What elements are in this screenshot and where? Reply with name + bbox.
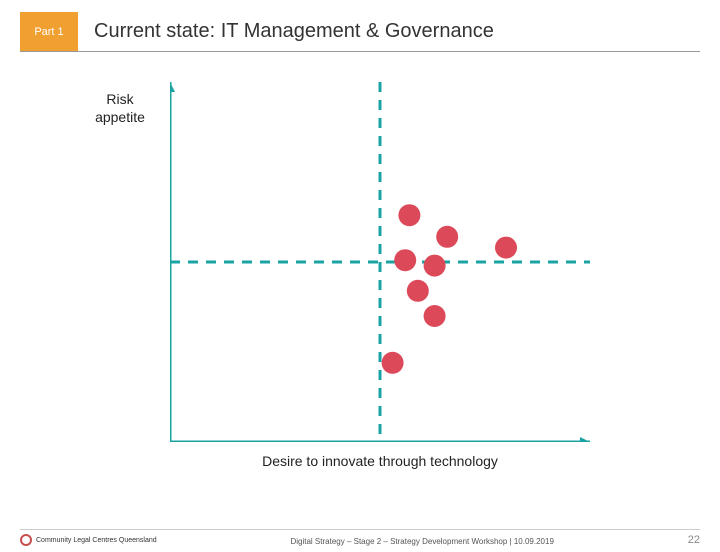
- scatter-plot: [170, 82, 590, 442]
- page-number: 22: [688, 534, 700, 546]
- data-point: [436, 226, 458, 248]
- quadrant-chart: Risk appetite Desire to innovate through…: [80, 82, 640, 482]
- x-axis-arrow-icon: [580, 437, 590, 442]
- x-axis-label: Desire to innovate through technology: [170, 452, 590, 470]
- data-point: [398, 204, 420, 226]
- slide-header: Part 1 Current state: IT Management & Go…: [20, 12, 700, 52]
- slide-title: Current state: IT Management & Governanc…: [78, 12, 494, 51]
- logo-text: Community Legal Centres Queensland: [36, 537, 157, 544]
- data-point: [495, 237, 517, 259]
- org-logo: Community Legal Centres Queensland: [20, 534, 157, 546]
- data-point: [407, 280, 429, 302]
- footer-caption: Digital Strategy – Stage 2 – Strategy De…: [290, 537, 553, 546]
- logo-ring-icon: [20, 534, 32, 546]
- data-point: [424, 305, 446, 327]
- data-point: [424, 255, 446, 277]
- part-badge: Part 1: [20, 12, 78, 51]
- y-axis-label: Risk appetite: [80, 90, 160, 126]
- data-point: [382, 352, 404, 374]
- y-axis-arrow-icon: [170, 82, 175, 92]
- data-point: [394, 249, 416, 271]
- slide-footer: Community Legal Centres Queensland Digit…: [20, 529, 700, 546]
